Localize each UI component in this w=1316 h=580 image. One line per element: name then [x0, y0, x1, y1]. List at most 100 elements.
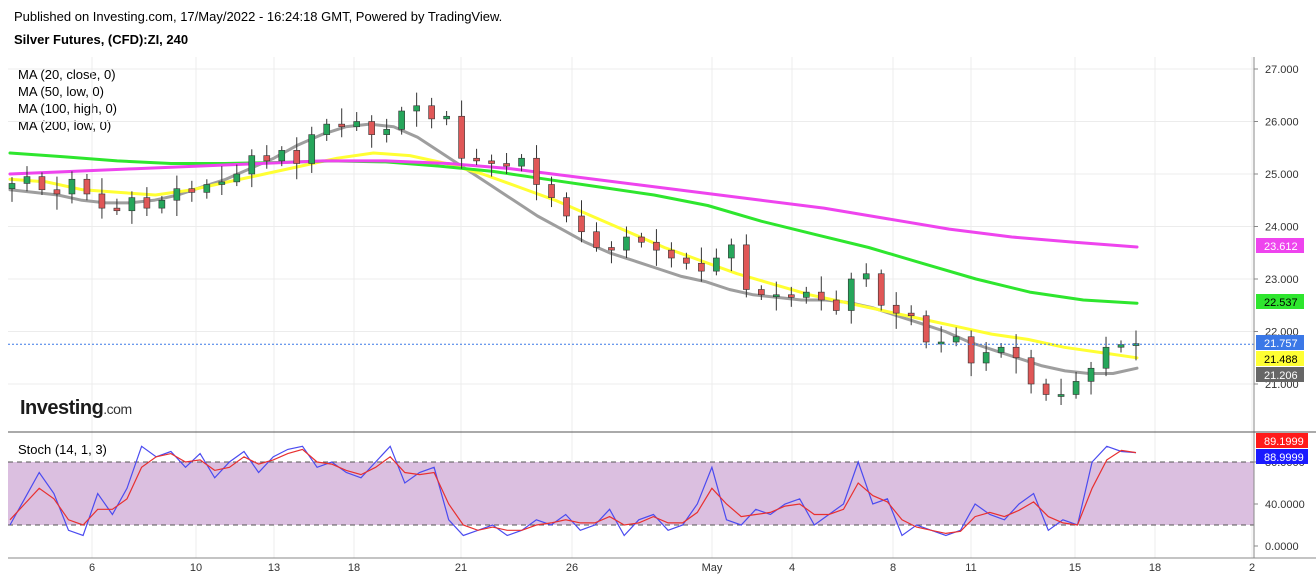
- stoch-d-line: [9, 448, 1137, 535]
- candle-body: [128, 197, 136, 212]
- candle-body: [892, 304, 900, 314]
- candle-body: [997, 346, 1005, 353]
- legend-ma50[interactable]: MA (50, low, 0): [18, 84, 104, 99]
- ma-line-3: [8, 151, 1139, 305]
- candle-body: [623, 236, 630, 251]
- candle-body: [518, 157, 525, 167]
- candle-body: [578, 215, 585, 233]
- candle-body: [428, 105, 435, 120]
- x-tick-label: May: [702, 562, 723, 574]
- stoch-tag: 89.1999: [1264, 436, 1304, 448]
- candle-body: [1027, 357, 1035, 385]
- x-tick-label: 26: [566, 562, 578, 574]
- candle-body: [383, 129, 390, 135]
- candle-body: [743, 244, 750, 290]
- y-tick-label: 26.000: [1265, 117, 1299, 129]
- candle-body: [233, 173, 241, 183]
- candle-body: [278, 150, 286, 162]
- price-tag: 23.612: [1264, 241, 1298, 253]
- candle-body: [113, 207, 121, 212]
- x-tick-label: 8: [890, 562, 896, 574]
- candle-body: [53, 189, 61, 195]
- x-tick-label: 13: [268, 562, 280, 574]
- candle-body: [248, 155, 256, 175]
- candle-body: [458, 115, 465, 159]
- stoch-tick-label: 40.0000: [1265, 499, 1305, 511]
- candle-body: [323, 123, 331, 135]
- stoch-band-fill: [8, 462, 1254, 525]
- candle-body: [443, 115, 450, 120]
- candle-body: [308, 134, 316, 164]
- candle-body: [203, 184, 211, 193]
- candle-body: [173, 188, 181, 201]
- candle-body: [758, 289, 765, 296]
- x-tick-label: 15: [1069, 562, 1081, 574]
- logo-suffix: .com: [103, 401, 132, 417]
- axis-labels: 6 10 13 18 21 26 May 4 8 11 15 18 2 27.000 26.000 25.00…: [89, 64, 1305, 574]
- price-tag-bg: [1256, 294, 1304, 309]
- candle-body: [668, 249, 675, 259]
- candle-body: [832, 299, 840, 311]
- ma-line-1: [8, 122, 1139, 375]
- price-tag-bg: [1256, 238, 1304, 253]
- candle-body: [593, 231, 600, 248]
- candle-body: [188, 188, 196, 193]
- candle-body: [802, 291, 810, 298]
- price-tag-bg: [1256, 351, 1304, 366]
- x-tick-label: 2: [1249, 562, 1255, 574]
- published-caption: Published on Investing.com, 17/May/2022 …: [14, 9, 503, 24]
- stoch-tag: 88.9999: [1264, 452, 1304, 464]
- candle-body: [158, 199, 166, 209]
- candle-body: [638, 236, 645, 243]
- candle-body: [353, 121, 360, 128]
- candle-body: [937, 341, 945, 345]
- candle-body: [847, 278, 855, 311]
- logo-brand: Investing: [20, 397, 104, 419]
- legend-ma20[interactable]: MA (20, close, 0): [18, 67, 116, 82]
- price-tag: 22.537: [1264, 297, 1298, 309]
- stoch-band: [8, 461, 1254, 526]
- stoch-tag-bg: [1256, 433, 1308, 448]
- candle-body: [1102, 346, 1110, 369]
- stoch-tick-label: 0.0000: [1265, 541, 1299, 553]
- candle-body: [1072, 381, 1080, 395]
- x-tick-label: 10: [190, 562, 202, 574]
- candle-body: [548, 184, 555, 198]
- y-tick-label: 25.000: [1265, 169, 1299, 181]
- candle-body: [967, 336, 975, 364]
- candle-body: [1012, 346, 1020, 359]
- candle-body: [38, 176, 46, 191]
- ma-line-2: [8, 151, 1139, 360]
- x-tick-label: 18: [348, 562, 360, 574]
- price-tag: 21.206: [1264, 370, 1298, 382]
- candle-body: [982, 352, 990, 364]
- candle-body: [368, 121, 375, 135]
- candle-body: [293, 150, 301, 164]
- x-tick-label: 18: [1149, 562, 1161, 574]
- candle-body: [338, 123, 346, 128]
- candle-body: [683, 257, 690, 264]
- price-tag-bg: [1256, 335, 1304, 350]
- ma-line-4: [8, 159, 1139, 249]
- moving-averages: [8, 122, 1139, 375]
- price-tags: 23.612 22.537 21.757 21.488 21.206 89.1999 88.…: [1256, 238, 1308, 464]
- candle-body: [952, 336, 960, 343]
- stoch-lines: [9, 445, 1137, 537]
- candle-body: [488, 160, 495, 164]
- candle-body: [1117, 344, 1125, 348]
- y-tick-label: 23.000: [1265, 274, 1299, 286]
- candle-body: [922, 315, 930, 343]
- price-tag-bg: [1256, 367, 1304, 382]
- candle-body: [23, 176, 31, 184]
- candle-body: [728, 244, 735, 259]
- candle-body: [143, 197, 151, 209]
- candle-body: [773, 294, 780, 298]
- price-tag: 21.757: [1264, 338, 1298, 350]
- candle-body: [398, 110, 405, 130]
- candle-body: [503, 163, 510, 167]
- candle-body: [1087, 367, 1095, 382]
- candlesticks: [8, 92, 1254, 405]
- stoch-legend[interactable]: Stoch (14, 1, 3): [18, 442, 107, 457]
- candle-body: [907, 312, 915, 317]
